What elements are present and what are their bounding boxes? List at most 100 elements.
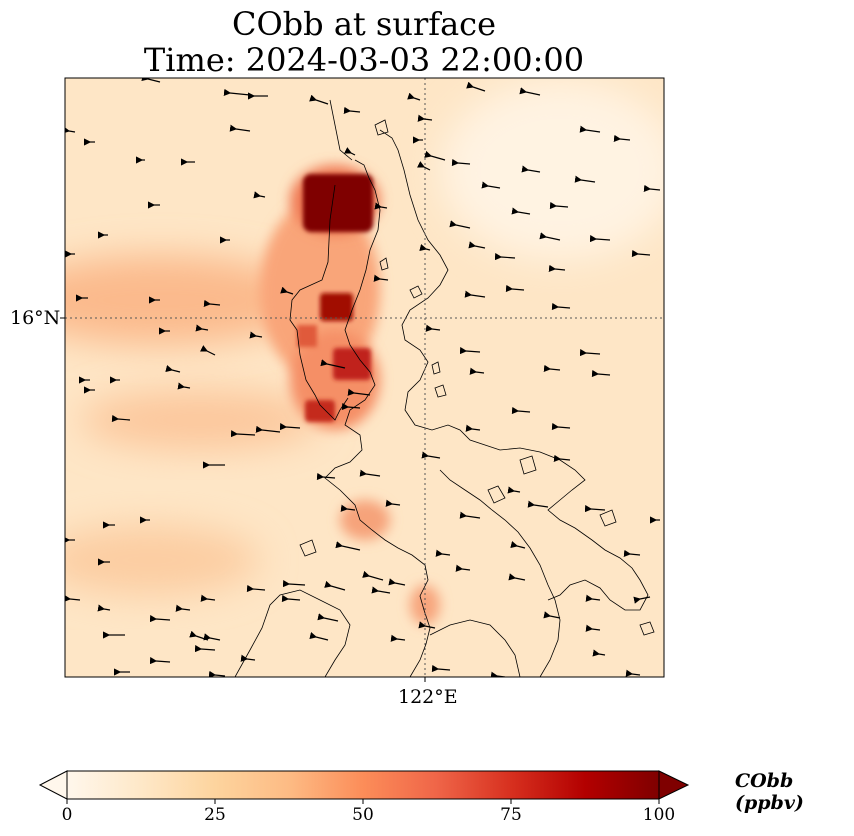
wind-vector <box>643 184 661 192</box>
wind-vector <box>97 604 111 612</box>
wind-vector <box>208 670 226 677</box>
wind-vector <box>230 430 256 438</box>
wind-vector <box>200 594 216 602</box>
plume-tail-southwest <box>80 390 320 450</box>
wind-vector <box>324 580 346 591</box>
wind-vector <box>551 302 571 311</box>
wind-vector <box>316 472 336 481</box>
colorbar-tick-label: 0 <box>61 805 73 825</box>
wind-vector <box>203 633 221 641</box>
coastline-bataan <box>329 99 353 161</box>
wind-vector <box>344 147 356 156</box>
coastline-island-8 <box>487 485 506 504</box>
wind-vector <box>419 244 431 252</box>
wind-vector <box>111 414 131 423</box>
wind-vector <box>175 604 191 612</box>
hotspot-east <box>333 348 371 380</box>
wind-vector <box>281 594 301 603</box>
wind-vector <box>149 614 171 623</box>
wind-vector <box>521 165 541 173</box>
wind-vector <box>574 175 596 183</box>
wind-vector <box>359 469 381 477</box>
hotspot-west <box>297 325 317 347</box>
wind-vector <box>240 654 256 662</box>
wind-vector <box>390 634 406 642</box>
wind-vector <box>451 158 471 167</box>
coastline-island-9 <box>519 455 537 475</box>
colorbar-bar <box>66 770 660 800</box>
wind-vector <box>223 88 251 96</box>
coastline-island-4 <box>434 384 447 398</box>
map-plot-area <box>65 78 664 677</box>
wind-vector <box>508 573 526 581</box>
wind-vector <box>431 664 451 673</box>
wind-vector <box>527 500 549 508</box>
coastline-island-10 <box>599 509 617 527</box>
wind-vector <box>177 382 191 390</box>
clean-air-region <box>440 80 664 260</box>
wind-vector <box>449 220 471 229</box>
wind-vector <box>194 644 216 653</box>
wind-vector <box>633 596 651 604</box>
wind-vector <box>309 632 329 641</box>
wind-vector <box>505 284 525 293</box>
wind-vector <box>424 150 446 161</box>
plume-small-south <box>340 500 390 540</box>
wind-vector <box>165 365 181 373</box>
wind-vector <box>469 367 485 375</box>
coastline-marinduque <box>429 619 521 677</box>
wind-vector <box>347 388 371 396</box>
coastline-island-7 <box>299 539 317 557</box>
map-title-line-1: CObb at surface <box>231 5 497 43</box>
map-frame <box>64 77 665 678</box>
wind-vector <box>309 94 329 105</box>
wind-vector <box>282 580 306 588</box>
wind-vector <box>466 81 486 92</box>
plume-tail-west <box>65 255 310 345</box>
wind-vector <box>203 299 221 307</box>
coastline-mindoro <box>234 589 351 677</box>
coastline-island-6 <box>639 621 655 636</box>
wind-vector <box>494 252 516 261</box>
wind-vector <box>280 286 294 295</box>
wind-vector <box>374 202 388 210</box>
wind-vector <box>543 611 561 619</box>
wind-vector <box>320 359 346 369</box>
wind-vectors <box>65 78 661 677</box>
wind-vector <box>388 578 406 586</box>
colorbar-tick-label: 50 <box>352 805 374 825</box>
wind-vector <box>407 92 421 101</box>
plume-tail-south <box>65 525 260 595</box>
colorbar-tick-marks <box>66 799 660 804</box>
coastlines <box>234 99 655 677</box>
colorbar-tick-label: 100 <box>642 805 676 825</box>
wind-vector <box>279 422 301 431</box>
wind-vector <box>549 201 569 210</box>
wind-vector <box>511 406 531 415</box>
coastline-luzon-east <box>379 129 649 611</box>
wind-vector <box>149 656 171 665</box>
wind-vector <box>417 161 431 171</box>
wind-vector <box>341 402 361 411</box>
coastline-bicol <box>439 469 561 677</box>
coastline-island-2 <box>379 257 389 271</box>
wind-vector <box>631 249 651 258</box>
wind-vector <box>459 511 481 519</box>
latitude-tick-label: 16°N <box>10 307 61 329</box>
wind-vector <box>613 134 631 142</box>
wind-vector <box>510 541 526 549</box>
wind-vector <box>551 422 571 431</box>
wind-vector <box>373 274 389 282</box>
coastline-island-5 <box>374 119 389 136</box>
wind-vector <box>385 499 401 507</box>
wind-vector <box>579 125 601 133</box>
wind-vector <box>589 234 611 243</box>
coastline-island-1 <box>409 285 423 299</box>
wind-vector <box>249 331 263 339</box>
wind-vector <box>253 191 266 199</box>
wind-vector <box>625 669 641 677</box>
wind-vector <box>585 624 601 632</box>
wind-vector <box>335 541 361 551</box>
wind-vector <box>418 621 436 629</box>
wind-vector <box>539 232 561 241</box>
